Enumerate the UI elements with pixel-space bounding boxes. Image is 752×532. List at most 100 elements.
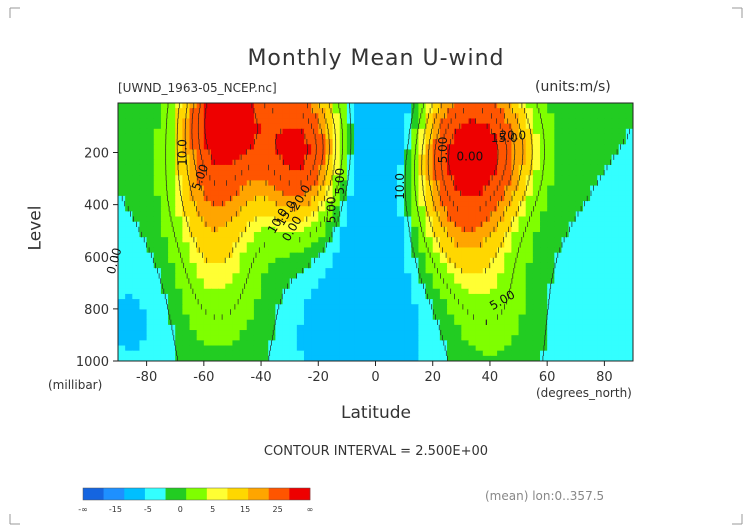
field-cell (196, 278, 205, 285)
field-cell (447, 108, 455, 114)
field-cell (182, 221, 191, 228)
field-cell (597, 335, 605, 341)
field-cell (411, 237, 420, 243)
field-cell (382, 319, 391, 326)
field-cell (375, 118, 384, 125)
field-cell (232, 190, 241, 197)
field-cell (239, 164, 248, 171)
field-cell (182, 324, 191, 331)
field-cell (210, 350, 219, 357)
field-cell (447, 154, 455, 161)
field-cell (168, 232, 176, 238)
field-cell (175, 262, 183, 269)
field-cell (203, 293, 212, 300)
field-cell (625, 330, 633, 336)
field-cell (182, 175, 191, 181)
field-cell (425, 175, 434, 181)
field-cell (218, 144, 226, 151)
field-cell (282, 293, 291, 300)
field-cell (425, 133, 434, 140)
field-cell (525, 211, 534, 218)
field-cell (547, 180, 555, 187)
field-cell (361, 175, 369, 181)
field-cell (153, 201, 162, 207)
field-cell (282, 113, 291, 120)
field-cell (282, 314, 291, 321)
field-cell (497, 299, 505, 305)
field-cell (575, 252, 584, 259)
field-cell (218, 340, 226, 347)
field-cell (382, 340, 391, 347)
field-cell (303, 247, 312, 254)
field-cell (210, 283, 219, 290)
field-cell (189, 164, 198, 171)
field-cell (346, 113, 355, 120)
field-cell (253, 206, 262, 212)
field-cell (203, 221, 212, 228)
field-cell (118, 288, 126, 295)
field-cell (568, 149, 577, 156)
field-cell (282, 185, 291, 192)
field-cell (582, 304, 591, 310)
field-cell (482, 299, 491, 305)
field-cell (325, 154, 334, 161)
field-cell (554, 324, 563, 331)
field-cell (439, 154, 448, 161)
field-cell (418, 128, 427, 135)
field-cell (218, 149, 226, 156)
field-cell (525, 309, 534, 316)
field-cell (404, 278, 412, 285)
field-cell (325, 195, 334, 202)
field-cell (575, 237, 584, 243)
field-cell (525, 103, 534, 109)
field-cell (189, 330, 198, 336)
field-cell (561, 201, 570, 207)
field-cell (568, 154, 577, 161)
field-cell (518, 257, 527, 264)
field-cell (482, 123, 491, 130)
field-cell (447, 314, 455, 321)
field-cell (375, 216, 384, 223)
field-cell (311, 144, 319, 151)
field-cell (268, 257, 276, 264)
field-cell (332, 288, 341, 295)
field-cell (203, 159, 212, 166)
field-cell (196, 190, 205, 197)
field-cell (590, 299, 598, 305)
field-cell (125, 164, 133, 171)
field-cell (139, 195, 148, 202)
field-cell (189, 237, 198, 243)
field-cell (125, 190, 133, 197)
field-cell (375, 149, 384, 156)
field-cell (489, 201, 498, 207)
field-cell (132, 262, 141, 269)
colorbar-swatch (83, 488, 104, 500)
field-cell (382, 273, 391, 280)
field-cell (518, 128, 527, 135)
field-cell (275, 345, 284, 352)
field-cell (218, 154, 226, 161)
field-cell (382, 226, 391, 233)
field-cell (218, 164, 226, 171)
field-cell (303, 314, 312, 321)
field-cell (518, 355, 527, 361)
field-cell (318, 175, 327, 181)
field-cell (125, 268, 133, 274)
field-cell (132, 242, 141, 249)
field-cell (361, 335, 369, 341)
field-cell (525, 170, 534, 176)
field-cell (232, 247, 241, 254)
field-cell (489, 247, 498, 254)
field-cell (225, 278, 234, 285)
field-cell (203, 324, 212, 331)
field-cell (525, 159, 534, 166)
field-cell (597, 154, 605, 161)
field-cell (189, 180, 198, 187)
field-cell (175, 268, 183, 274)
field-cell (182, 304, 191, 310)
field-cell (275, 123, 284, 130)
field-cell (325, 288, 334, 295)
field-cell (625, 211, 633, 218)
field-cell (625, 299, 633, 305)
